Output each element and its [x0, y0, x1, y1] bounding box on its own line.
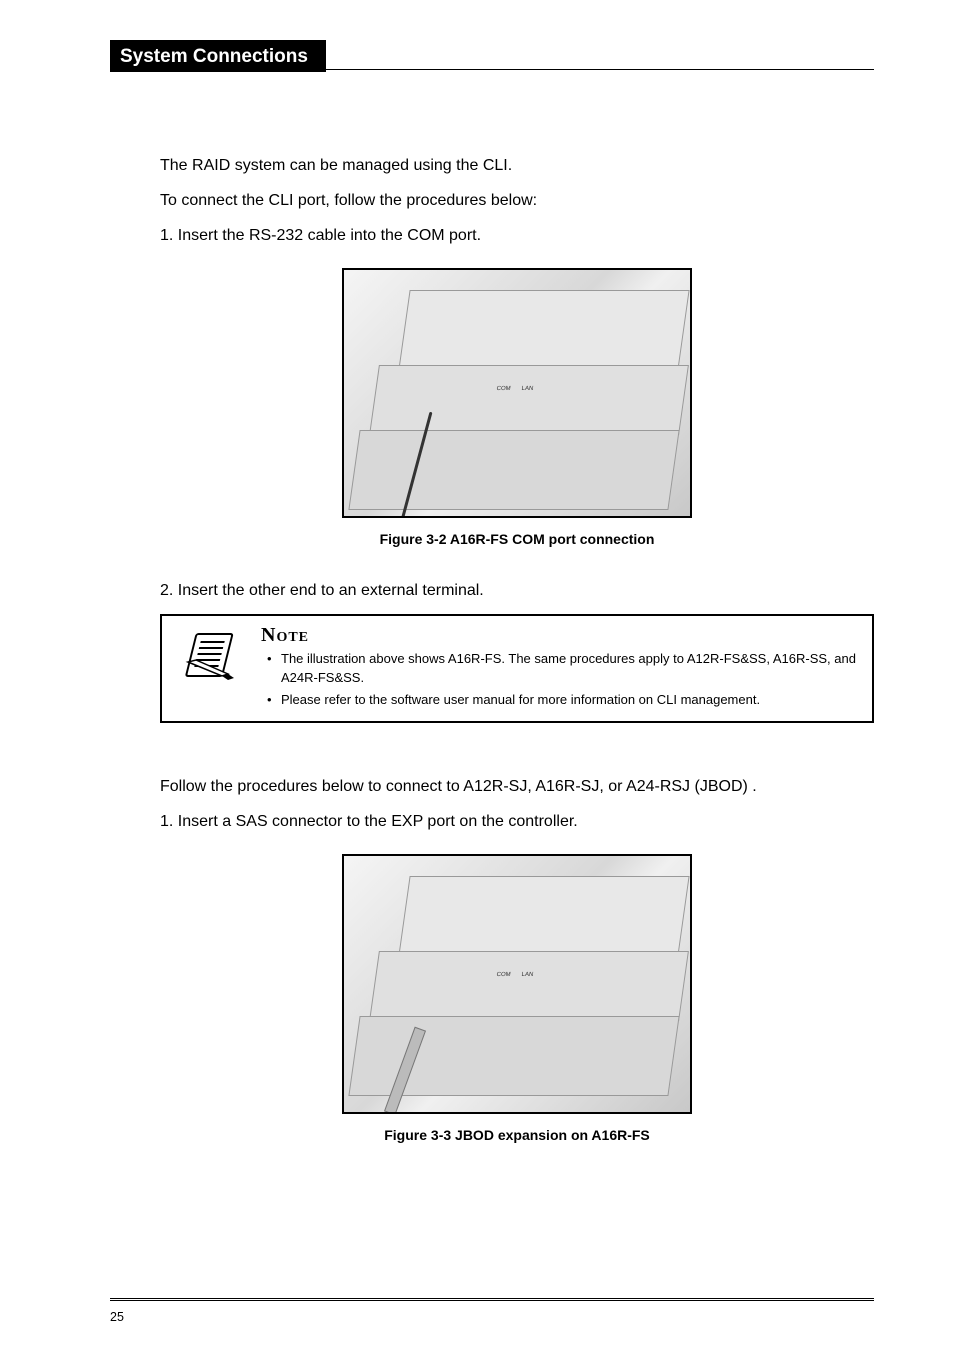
- label-lan: LAN: [521, 972, 534, 978]
- figure-1-image: COM LAN: [342, 268, 692, 518]
- header-rule: [326, 69, 874, 70]
- note-item: Please refer to the software user manual…: [265, 690, 858, 710]
- section2-step-1: 1. Insert a SAS connector to the EXP por…: [160, 808, 874, 835]
- page-number: 25: [110, 1310, 124, 1324]
- header-bar: System Connections: [110, 40, 874, 72]
- note-item: The illustration above shows A16R-FS. Th…: [265, 649, 858, 688]
- figure-2-caption: Figure 3-3 JBOD expansion on A16R-FS: [160, 1127, 874, 1143]
- note-box: Note The illustration above shows A16R-F…: [160, 614, 874, 724]
- step-1: 1. Insert the RS-232 cable into the COM …: [160, 222, 874, 249]
- device-panel-mid: COM LAN: [369, 365, 689, 435]
- intro-paragraph-1: The RAID system can be managed using the…: [160, 152, 874, 179]
- section-header: System Connections: [110, 40, 326, 72]
- figure-1-wrap: COM LAN Figure 3-2 A16R-FS COM port conn…: [160, 268, 874, 547]
- content-area: The RAID system can be managed using the…: [160, 152, 874, 1143]
- device-panel-mid: COM LAN: [369, 951, 689, 1021]
- note-icon: [178, 628, 242, 684]
- footer-rule: [110, 1298, 874, 1302]
- note-content: Note The illustration above shows A16R-F…: [257, 616, 872, 722]
- intro-paragraph-2: To connect the CLI port, follow the proc…: [160, 187, 874, 214]
- label-com: COM: [496, 386, 511, 392]
- note-list: The illustration above shows A16R-FS. Th…: [261, 649, 858, 710]
- note-title: Note: [261, 624, 858, 647]
- figure-1-caption: Figure 3-2 A16R-FS COM port connection: [160, 531, 874, 547]
- device-panel-bot: [348, 430, 679, 510]
- figure-2-image: COM LAN: [342, 854, 692, 1114]
- device-panel-top: [398, 876, 689, 956]
- step-2: 2. Insert the other end to an external t…: [160, 577, 874, 604]
- label-lan: LAN: [521, 386, 534, 392]
- device-panel-top: [398, 290, 689, 370]
- figure-2-wrap: COM LAN Figure 3-3 JBOD expansion on A16…: [160, 854, 874, 1143]
- page: System Connections The RAID system can b…: [0, 0, 954, 1350]
- section2-paragraph-1: Follow the procedures below to connect t…: [160, 773, 874, 800]
- label-com: COM: [496, 972, 511, 978]
- note-icon-cell: [162, 616, 257, 722]
